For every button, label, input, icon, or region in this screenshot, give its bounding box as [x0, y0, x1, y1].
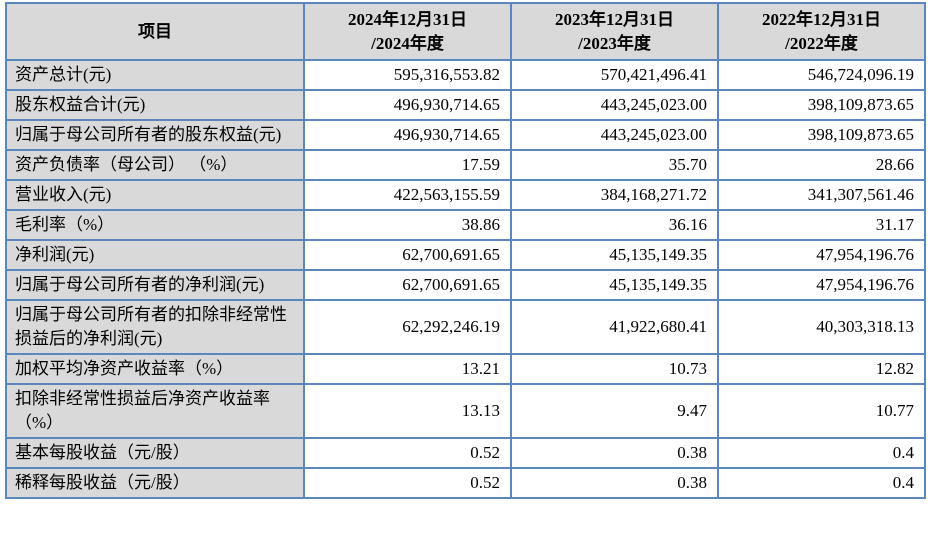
value-2024: 62,700,691.65 — [303, 239, 512, 271]
value-2022: 12.82 — [717, 353, 926, 385]
table-header-row: 项目 2024年12月31日 /2024年度 2023年12月31日 /2023… — [5, 2, 926, 61]
row-label: 资产负债率（母公司） （%） — [5, 149, 305, 181]
table-row: 归属于母公司所有者的净利润(元) 62,700,691.65 45,135,149.… — [5, 269, 926, 301]
value-2024: 13.21 — [303, 353, 512, 385]
value-2024: 38.86 — [303, 209, 512, 241]
value-2023: 45,135,149.35 — [510, 269, 719, 301]
table-row: 资产负债率（母公司） （%） 17.59 35.70 28.66 — [5, 149, 926, 181]
value-2024: 595,316,553.82 — [303, 59, 512, 91]
row-label: 营业收入(元) — [5, 179, 305, 211]
value-2023: 41,922,680.41 — [510, 299, 719, 355]
table-row: 资产总计(元) 595,316,553.82 570,421,496.41 546,7… — [5, 59, 926, 91]
table-row: 加权平均净资产收益率（%） 13.21 10.73 12.82 — [5, 353, 926, 385]
value-2022: 546,724,096.19 — [717, 59, 926, 91]
value-2023: 0.38 — [510, 437, 719, 469]
value-2022: 341,307,561.46 — [717, 179, 926, 211]
table-row: 基本每股收益（元/股） 0.52 0.38 0.4 — [5, 437, 926, 469]
value-2023: 10.73 — [510, 353, 719, 385]
column-header-item: 项目 — [5, 2, 305, 61]
table-row: 稀释每股收益（元/股） 0.52 0.38 0.4 — [5, 467, 926, 499]
value-2022: 10.77 — [717, 383, 926, 439]
row-label: 归属于母公司所有者的扣除非经常性损益后的净利润(元) — [5, 299, 305, 355]
value-2023: 443,245,023.00 — [510, 89, 719, 121]
value-2024: 62,700,691.65 — [303, 269, 512, 301]
table-row: 毛利率（%） 38.86 36.16 31.17 — [5, 209, 926, 241]
value-2022: 398,109,873.65 — [717, 119, 926, 151]
value-2024: 496,930,714.65 — [303, 89, 512, 121]
value-2024: 422,563,155.59 — [303, 179, 512, 211]
row-label: 股东权益合计(元) — [5, 89, 305, 121]
value-2023: 570,421,496.41 — [510, 59, 719, 91]
row-label: 基本每股收益（元/股） — [5, 437, 305, 469]
value-2023: 9.47 — [510, 383, 719, 439]
column-header-2023: 2023年12月31日 /2023年度 — [510, 2, 719, 61]
value-2023: 384,168,271.72 — [510, 179, 719, 211]
value-2022: 0.4 — [717, 437, 926, 469]
row-label: 加权平均净资产收益率（%） — [5, 353, 305, 385]
value-2022: 40,303,318.13 — [717, 299, 926, 355]
table-body: 资产总计(元) 595,316,553.82 570,421,496.41 546,7… — [5, 59, 926, 499]
value-2022: 398,109,873.65 — [717, 89, 926, 121]
row-label: 资产总计(元) — [5, 59, 305, 91]
row-label: 扣除非经常性损益后净资产收益率（%） — [5, 383, 305, 439]
row-label: 归属于母公司所有者的净利润(元) — [5, 269, 305, 301]
value-2024: 17.59 — [303, 149, 512, 181]
row-label: 归属于母公司所有者的股东权益(元) — [5, 119, 305, 151]
row-label: 毛利率（%） — [5, 209, 305, 241]
column-header-2024: 2024年12月31日 /2024年度 — [303, 2, 512, 61]
table-row: 归属于母公司所有者的股东权益(元) 496,930,714.65 443,245,0… — [5, 119, 926, 151]
value-2022: 0.4 — [717, 467, 926, 499]
column-header-2022: 2022年12月31日 /2022年度 — [717, 2, 926, 61]
financial-summary-table: 项目 2024年12月31日 /2024年度 2023年12月31日 /2023… — [5, 2, 926, 499]
value-2023: 0.38 — [510, 467, 719, 499]
value-2023: 443,245,023.00 — [510, 119, 719, 151]
table-row: 股东权益合计(元) 496,930,714.65 443,245,023.00 398… — [5, 89, 926, 121]
value-2022: 47,954,196.76 — [717, 269, 926, 301]
table-row: 归属于母公司所有者的扣除非经常性损益后的净利润(元) 62,292,246.19 4… — [5, 299, 926, 355]
row-label: 净利润(元) — [5, 239, 305, 271]
value-2024: 0.52 — [303, 467, 512, 499]
table-row: 净利润(元) 62,700,691.65 45,135,149.35 47,954,1… — [5, 239, 926, 271]
value-2022: 31.17 — [717, 209, 926, 241]
value-2022: 47,954,196.76 — [717, 239, 926, 271]
value-2022: 28.66 — [717, 149, 926, 181]
row-label: 稀释每股收益（元/股） — [5, 467, 305, 499]
table-row: 营业收入(元) 422,563,155.59 384,168,271.72 341,3… — [5, 179, 926, 211]
value-2023: 35.70 — [510, 149, 719, 181]
value-2024: 0.52 — [303, 437, 512, 469]
value-2023: 36.16 — [510, 209, 719, 241]
value-2024: 62,292,246.19 — [303, 299, 512, 355]
value-2024: 496,930,714.65 — [303, 119, 512, 151]
value-2023: 45,135,149.35 — [510, 239, 719, 271]
table-row: 扣除非经常性损益后净资产收益率（%） 13.13 9.47 10.77 — [5, 383, 926, 439]
value-2024: 13.13 — [303, 383, 512, 439]
